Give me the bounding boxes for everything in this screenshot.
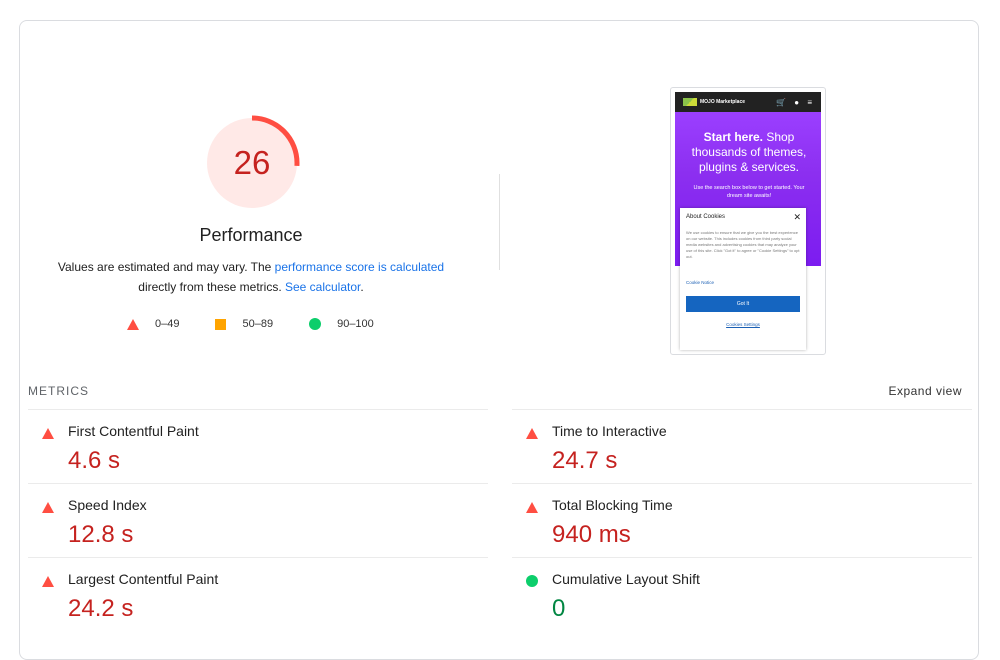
pass-circle-icon bbox=[309, 318, 322, 330]
expand-view-toggle[interactable]: Expand view bbox=[888, 384, 962, 398]
metric-row: Time to Interactive 24.7 s bbox=[512, 409, 972, 483]
legend-label: 90–100 bbox=[337, 318, 374, 330]
score-section: 26 Performance Values are estimated and … bbox=[20, 21, 500, 381]
average-square-icon bbox=[215, 318, 227, 330]
metric-name: Speed Index bbox=[68, 497, 147, 513]
cookie-notice-link: Cookie Notice bbox=[686, 280, 715, 285]
cookie-settings-link: Cookies Settings bbox=[726, 322, 760, 327]
screenshot-nav-icons: 🛒 ● ≡ bbox=[776, 97, 815, 107]
legend-item-pass: 90–100 bbox=[309, 318, 374, 330]
performance-score-link[interactable]: performance score is calculated bbox=[274, 260, 445, 274]
fail-triangle-icon bbox=[42, 576, 54, 587]
score-value: 26 bbox=[233, 144, 271, 181]
legend-item-average: 50–89 bbox=[215, 318, 273, 330]
screenshot-navbar: MOJO Marketplace 🛒 ● ≡ bbox=[675, 92, 821, 112]
metric-name: First Contentful Paint bbox=[68, 423, 199, 439]
cookie-modal-text: We use cookies to ensure that we give yo… bbox=[686, 230, 800, 259]
performance-gauge: 26 bbox=[204, 115, 300, 211]
screenshot-hero-heading: Start here. Shop thousands of themes, pl… bbox=[683, 130, 815, 175]
mojo-logo-icon bbox=[683, 98, 697, 106]
see-calculator-link[interactable]: See calculator bbox=[284, 280, 361, 294]
fail-triangle-icon bbox=[42, 502, 54, 513]
legend-label: 50–89 bbox=[242, 318, 274, 330]
cookie-modal-title: About Cookies bbox=[686, 214, 726, 220]
legend-label: 0–49 bbox=[155, 318, 180, 330]
metric-row: Cumulative Layout Shift 0 bbox=[512, 557, 972, 631]
final-screenshot[interactable]: MOJO Marketplace 🛒 ● ≡ Start here. Shop … bbox=[670, 87, 826, 355]
performance-card: 26 Performance Values are estimated and … bbox=[19, 20, 979, 660]
metric-name: Total Blocking Time bbox=[552, 497, 673, 513]
gauge-background bbox=[207, 118, 297, 208]
hero-rest: Shop thousands of themes, plugins & serv… bbox=[691, 130, 807, 174]
screenshot-brand: MOJO Marketplace bbox=[700, 99, 746, 105]
metric-name: Time to Interactive bbox=[552, 423, 667, 439]
metric-value: 24.2 s bbox=[68, 595, 134, 622]
metric-value: 24.7 s bbox=[552, 447, 618, 474]
performance-title: Performance bbox=[199, 225, 303, 245]
fail-triangle-icon bbox=[42, 428, 54, 439]
gauge-ring bbox=[204, 115, 300, 211]
metric-value: 12.8 s bbox=[68, 521, 134, 548]
fail-triangle-icon bbox=[526, 502, 538, 513]
desc-text-2: directly from these metrics. bbox=[138, 280, 285, 294]
pass-circle-icon bbox=[526, 575, 538, 587]
metrics-heading: METRICS bbox=[28, 384, 89, 398]
metric-row: First Contentful Paint 4.6 s bbox=[28, 409, 488, 483]
metric-value: 4.6 s bbox=[68, 447, 121, 474]
desc-text-end: . bbox=[360, 280, 364, 294]
vertical-divider bbox=[499, 174, 500, 270]
got-it-button: Got It bbox=[686, 296, 800, 312]
metric-name: Cumulative Layout Shift bbox=[552, 571, 700, 587]
hero-bold: Start here. bbox=[703, 130, 763, 144]
fail-triangle-icon bbox=[127, 318, 139, 330]
metric-value: 0 bbox=[552, 595, 566, 622]
metric-row: Total Blocking Time 940 ms bbox=[512, 483, 972, 557]
score-description: Values are estimated and may vary. The p… bbox=[40, 257, 462, 297]
legend-item-fail: 0–49 bbox=[127, 318, 179, 330]
metric-name: Largest Contentful Paint bbox=[68, 571, 219, 587]
metric-row: Speed Index 12.8 s bbox=[28, 483, 488, 557]
desc-text-1: Values are estimated and may vary. The bbox=[57, 260, 275, 274]
metric-value: 940 ms bbox=[552, 521, 631, 548]
close-icon: ✕ bbox=[793, 212, 801, 222]
screenshot-cookie-modal: About Cookies ✕ We use cookies to ensure… bbox=[680, 208, 806, 350]
fail-triangle-icon bbox=[526, 428, 538, 439]
screenshot-hero-subtext: Use the search box below to get started.… bbox=[693, 185, 805, 199]
metric-row: Largest Contentful Paint 24.2 s bbox=[28, 557, 488, 631]
score-legend: 0–49 50–89 90–100 bbox=[127, 316, 410, 332]
gauge-arc bbox=[204, 115, 300, 211]
